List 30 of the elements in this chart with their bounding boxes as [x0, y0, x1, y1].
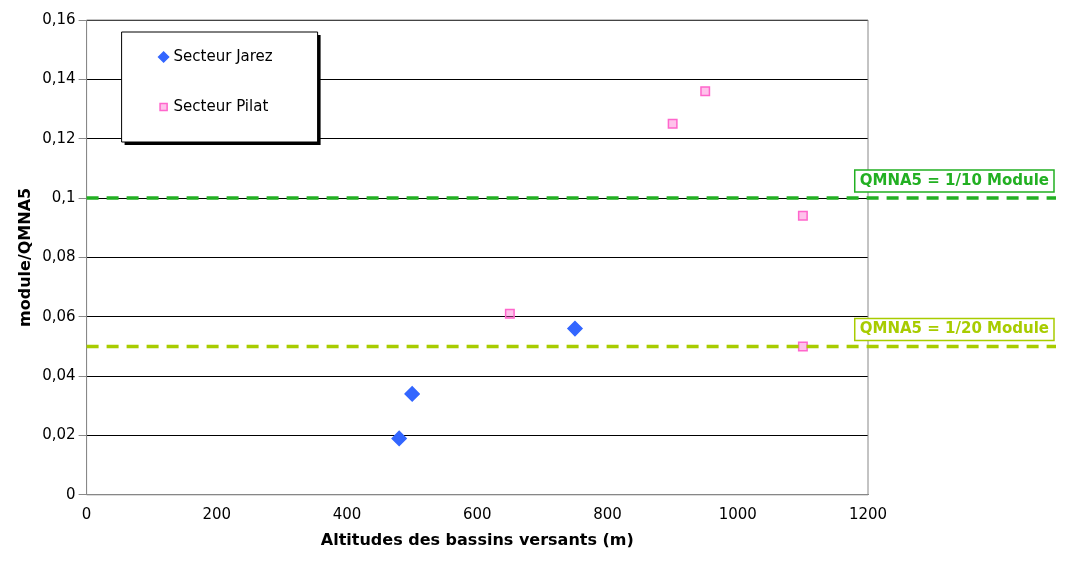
x-tick-label: 200	[202, 504, 232, 523]
ref-line-label: QMNA5 = 1/10 Module	[859, 170, 1049, 189]
point	[404, 386, 420, 402]
point	[797, 341, 808, 352]
y-tick-label: 0,04	[42, 365, 76, 384]
x-tick-label: 400	[332, 504, 362, 523]
ref-line-label: QMNA5 = 1/20 Module	[859, 319, 1049, 338]
y-tick-label: 0,1	[51, 187, 76, 206]
x-tick-label: 0	[81, 504, 92, 523]
y-tick-label: 0,08	[42, 247, 76, 266]
x-axis-title: Altitudes des bassins versants (m)	[320, 529, 634, 549]
x-tick-label: 1000	[718, 504, 757, 523]
y-tick-label: 0	[66, 484, 76, 503]
y-tick-label: 0,14	[42, 69, 76, 88]
y-tick-label: 0,06	[42, 306, 76, 325]
x-tick-label: 800	[593, 504, 622, 523]
legend-label: Secteur Jarez	[173, 46, 273, 65]
y-tick-label: 0,12	[42, 128, 76, 147]
point	[567, 320, 583, 337]
y-tick-label: 0,16	[42, 9, 76, 28]
point	[391, 430, 407, 447]
point	[504, 308, 515, 319]
x-tick-label: 600	[462, 504, 492, 523]
x-tick-label: 1200	[848, 504, 888, 523]
point	[700, 86, 711, 97]
legend-label: Secteur Pilat	[173, 96, 269, 115]
point	[797, 210, 808, 221]
y-tick-label: 0,02	[42, 425, 76, 444]
point	[667, 118, 678, 129]
y-axis-title: module/QMNA5	[14, 187, 34, 327]
